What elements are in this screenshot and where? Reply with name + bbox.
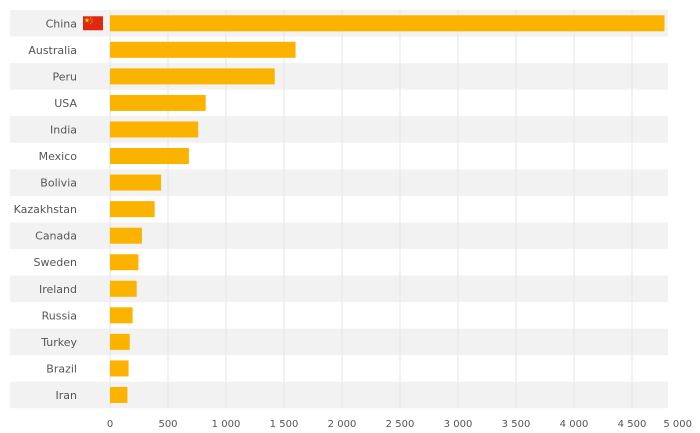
category-label: India bbox=[50, 123, 77, 136]
row-band bbox=[10, 328, 668, 356]
category-label: Brazil bbox=[46, 362, 77, 375]
bar-australia bbox=[110, 41, 296, 58]
category-label: Mexico bbox=[39, 150, 78, 163]
bar-sweden bbox=[110, 254, 139, 271]
x-tick-labels: 0 500 1 000 1 500 2 000 2 500 3 000 3 500 4 000 4… bbox=[107, 419, 692, 430]
x-tick-label: 0 bbox=[107, 419, 113, 430]
category-label: Peru bbox=[52, 70, 77, 83]
x-tick-label: 4 000 bbox=[560, 419, 589, 430]
category-label: Iran bbox=[56, 389, 78, 402]
x-tick-label: 5 000 bbox=[663, 419, 692, 430]
category-label: Kazakhstan bbox=[14, 203, 77, 216]
x-tick-label: 1 500 bbox=[270, 419, 299, 430]
category-label: Turkey bbox=[40, 336, 77, 349]
x-tick-label: 4 500 bbox=[618, 419, 647, 430]
category-label: Canada bbox=[35, 230, 77, 243]
x-tick-label: 3 500 bbox=[502, 419, 531, 430]
row-band bbox=[10, 381, 668, 409]
category-label: Sweden bbox=[34, 256, 77, 269]
category-label: China bbox=[46, 17, 77, 30]
category-labels: China Australia Peru USA India Mexico Bolivia K… bbox=[14, 17, 78, 402]
row-band bbox=[10, 169, 668, 196]
china-flag-icon bbox=[83, 16, 103, 31]
row-band bbox=[10, 63, 668, 90]
bar-mexico bbox=[110, 148, 189, 165]
category-label: Bolivia bbox=[40, 177, 77, 190]
bar-kazakhstan bbox=[110, 201, 155, 218]
bar-canada bbox=[110, 227, 142, 244]
category-label: Russia bbox=[42, 309, 77, 322]
bar-india bbox=[110, 121, 199, 138]
x-tick-label: 1 000 bbox=[212, 419, 241, 430]
bar-usa bbox=[110, 94, 206, 111]
x-tick-label: 3 000 bbox=[444, 419, 473, 430]
bars bbox=[110, 15, 665, 403]
bar-turkey bbox=[110, 333, 130, 350]
category-label: USA bbox=[54, 97, 77, 110]
category-label: Ireland bbox=[39, 283, 77, 296]
x-tick-label: 2 000 bbox=[328, 419, 357, 430]
x-tick-label: 500 bbox=[158, 419, 177, 430]
row-band bbox=[10, 275, 668, 303]
bar-russia bbox=[110, 307, 133, 324]
bar-brazil bbox=[110, 360, 129, 377]
bar-bolivia bbox=[110, 174, 162, 191]
bar-ireland bbox=[110, 280, 137, 297]
bar-iran bbox=[110, 386, 128, 403]
bar-peru bbox=[110, 68, 275, 85]
x-tick-label: 2 500 bbox=[386, 419, 415, 430]
bar-china bbox=[110, 15, 665, 32]
category-label: Australia bbox=[28, 44, 77, 57]
row-band bbox=[10, 222, 668, 249]
row-band bbox=[10, 116, 668, 143]
row-bands bbox=[10, 10, 668, 409]
